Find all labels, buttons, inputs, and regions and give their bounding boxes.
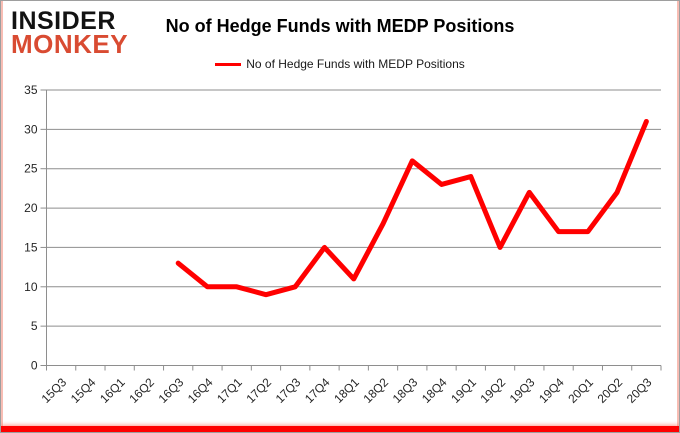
series-line-0 — [175, 118, 649, 298]
y-tick-label-20: 20 — [24, 201, 38, 215]
chart-title: No of Hedge Funds with MEDP Positions — [165, 16, 515, 36]
x-tick-label-16Q4: 16Q4 — [185, 375, 216, 406]
legend-label: No of Hedge Funds with MEDP Positions — [246, 57, 465, 71]
x-tick-label-15Q4: 15Q4 — [68, 375, 99, 406]
right-red-glow-border — [677, 1, 679, 432]
x-tick-label-17Q2: 17Q2 — [243, 375, 274, 406]
x-tick-label-18Q1: 18Q1 — [331, 375, 362, 406]
x-tick-label-20Q2: 20Q2 — [595, 375, 626, 406]
y-tick-label-10: 10 — [24, 280, 38, 294]
y-tick-label-0: 0 — [31, 359, 38, 373]
x-tick-label-19Q4: 19Q4 — [536, 375, 567, 406]
bottom-red-border — [1, 426, 679, 432]
x-tick-label-18Q4: 18Q4 — [419, 375, 450, 406]
y-tick-label-15: 15 — [24, 240, 38, 254]
legend: No of Hedge Funds with MEDP Positions — [1, 57, 679, 71]
x-tick-label-19Q3: 19Q3 — [507, 375, 538, 406]
y-tick-label-35: 35 — [24, 83, 38, 97]
x-tick-label-17Q3: 17Q3 — [273, 375, 304, 406]
x-tick-label-19Q2: 19Q2 — [478, 375, 509, 406]
x-tick-label-15Q3: 15Q3 — [39, 375, 70, 406]
x-tick-label-19Q1: 19Q1 — [448, 375, 479, 406]
insider-monkey-logo: INSIDER MONKEY — [11, 7, 129, 59]
x-tick-label-18Q2: 18Q2 — [360, 375, 391, 406]
x-tick-label-18Q3: 18Q3 — [390, 375, 421, 406]
y-tick-label-30: 30 — [24, 122, 38, 136]
logo-text-monkey: MONKEY — [11, 29, 129, 59]
x-tick-label-16Q3: 16Q3 — [156, 375, 187, 406]
y-tick-label-5: 5 — [31, 319, 38, 333]
x-tick-label-20Q3: 20Q3 — [624, 375, 655, 406]
x-tick-label-16Q2: 16Q2 — [126, 375, 157, 406]
left-red-glow-border — [1, 1, 3, 432]
x-tick-label-16Q1: 16Q1 — [97, 375, 128, 406]
logo-text-insider: INSIDER — [11, 7, 116, 35]
x-tick-label-17Q4: 17Q4 — [302, 375, 333, 406]
x-tick-label-17Q1: 17Q1 — [214, 375, 245, 406]
legend-line-marker — [215, 62, 242, 66]
x-tick-label-20Q1: 20Q1 — [565, 375, 596, 406]
y-tick-label-25: 25 — [24, 162, 38, 176]
